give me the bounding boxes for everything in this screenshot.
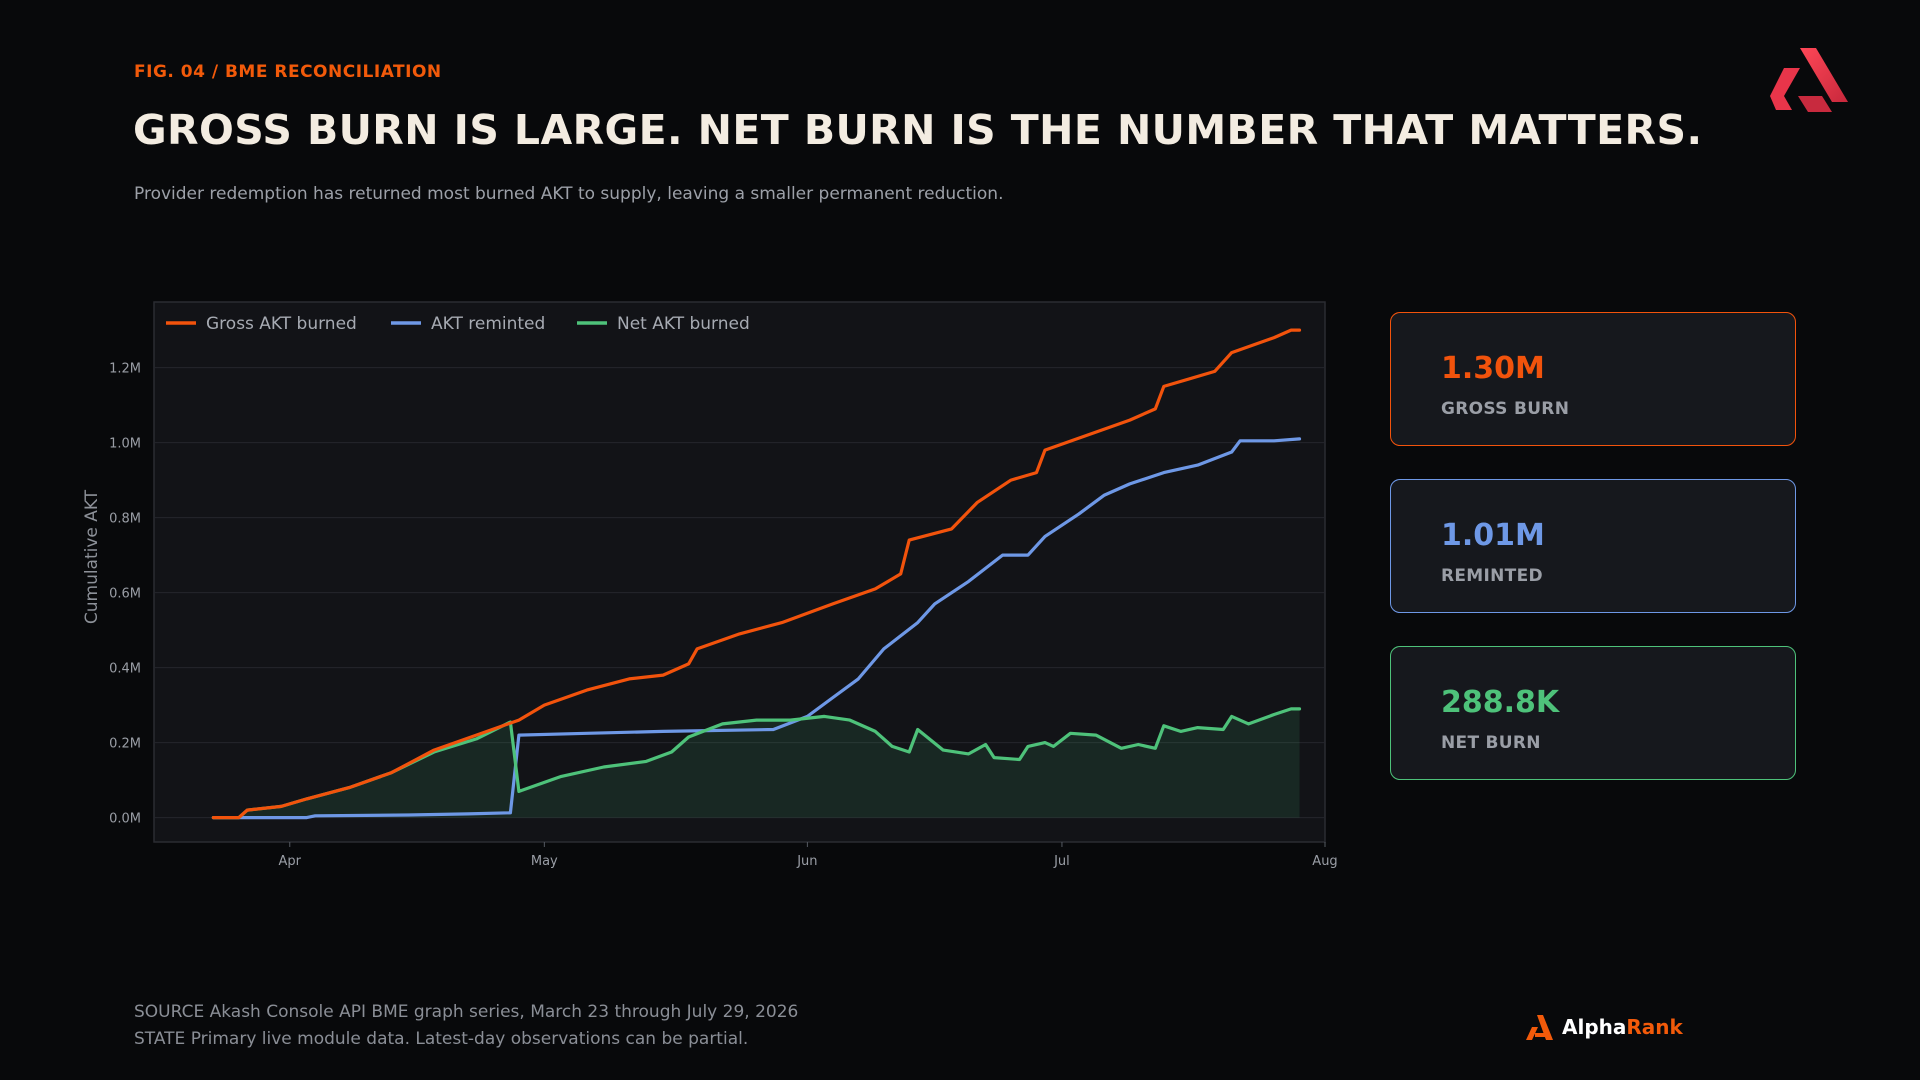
legend-gross-burned: Gross AKT burned <box>166 314 357 334</box>
y-tick-label: 0.0M <box>109 812 141 827</box>
page-subtitle: Provider redemption has returned most bu… <box>134 184 1004 204</box>
alpharank-logo-icon <box>1526 1015 1553 1040</box>
y-tick-label: 0.8M <box>109 512 141 527</box>
legend-label: Gross AKT burned <box>206 314 357 334</box>
page-title: GROSS BURN IS LARGE. NET BURN IS THE NUM… <box>133 106 1703 154</box>
chart-area: 0.0M 0.2M 0.4M 0.6M 0.8M 1.0M 1.2M Apr May Jun Ju… <box>82 301 1338 869</box>
legend-net-burned: Net AKT burned <box>577 314 750 334</box>
footer-source: SOURCE Akash Console API BME graph serie… <box>134 1002 799 1022</box>
net-burn-label: NET BURN <box>1441 733 1541 753</box>
y-axis-label: Cumulative AKT <box>82 489 102 624</box>
x-tick-label: Jul <box>1053 854 1070 869</box>
line-chart: 0.0M 0.2M 0.4M 0.6M 0.8M 1.0M 1.2M Apr May Jun Ju… <box>82 301 1338 869</box>
y-tick-label: 1.0M <box>109 437 141 452</box>
y-tick-label: 0.4M <box>109 662 141 677</box>
reminted-value: 1.01M <box>1441 518 1545 553</box>
net-burned-line <box>211 707 1302 820</box>
reminted-line <box>211 437 1302 820</box>
gross-burn-card: 1.30M GROSS BURN <box>1390 312 1796 446</box>
y-tick-label: 1.2M <box>109 362 141 377</box>
legend-label: Net AKT burned <box>617 314 750 334</box>
footer-state: STATE Primary live module data. Latest-d… <box>134 1029 749 1049</box>
y-tick-label: 0.2M <box>109 737 141 752</box>
figure-label: FIG. 04 / BME RECONCILIATION <box>134 62 442 82</box>
y-tick-label: 0.6M <box>109 587 141 602</box>
legend-reminted: AKT reminted <box>391 314 545 334</box>
x-tick-label: Aug <box>1312 854 1337 869</box>
gross-burn-label: GROSS BURN <box>1441 399 1570 419</box>
net-burn-value: 288.8K <box>1441 685 1560 720</box>
brand-name-part2: Rank <box>1626 1015 1683 1039</box>
akash-logo-icon <box>1770 48 1848 112</box>
x-tick-label: Jun <box>796 854 817 869</box>
gross-burn-value: 1.30M <box>1441 351 1545 386</box>
plot-background <box>153 301 1326 843</box>
reminted-card: 1.01M REMINTED <box>1390 479 1796 613</box>
brand-mark: AlphaRank <box>1526 1012 1683 1042</box>
gross-burned-line <box>211 328 1302 820</box>
x-tick-label: May <box>531 854 558 869</box>
brand-name-part1: Alpha <box>1562 1015 1627 1039</box>
reminted-label: REMINTED <box>1441 566 1543 586</box>
x-tick-label: Apr <box>279 854 302 869</box>
legend-label: AKT reminted <box>431 314 545 334</box>
net-burn-card: 288.8K NET BURN <box>1390 646 1796 780</box>
